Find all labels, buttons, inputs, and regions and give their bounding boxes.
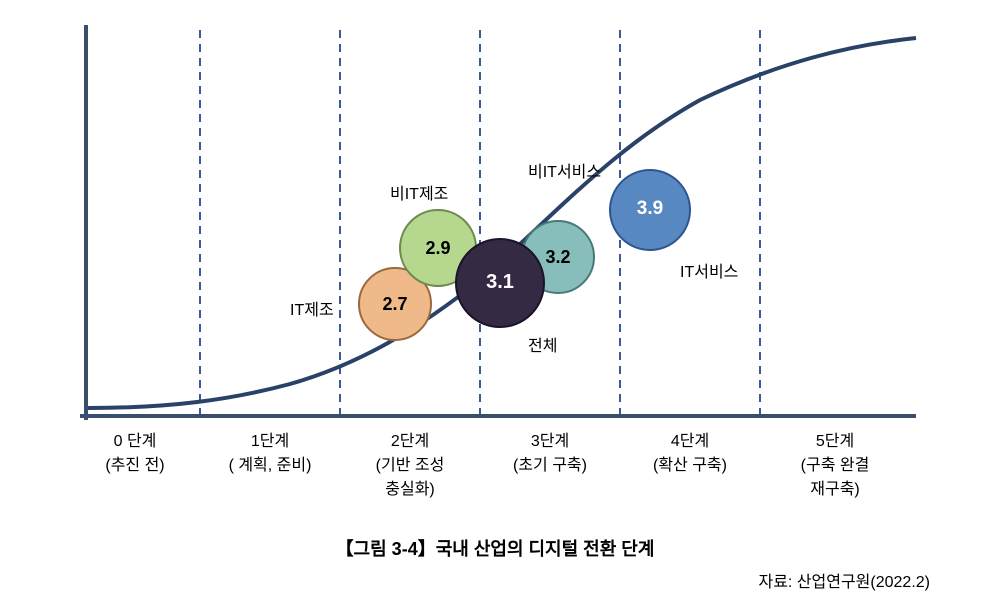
stage-4-title: 4단계	[620, 430, 760, 454]
stage-labels: 0 단계 (추진 전) 1단계 ( 계획, 준비) 2단계 (기반 조성 충실화…	[80, 430, 910, 520]
stage-0-title: 0 단계	[70, 430, 200, 454]
bubble-total	[456, 239, 544, 327]
stage-1: 1단계 ( 계획, 준비)	[200, 430, 340, 478]
stage-0: 0 단계 (추진 전)	[70, 430, 200, 478]
stage-3-title: 3단계	[480, 430, 620, 454]
stage-1-title: 1단계	[200, 430, 340, 454]
stage-4: 4단계 (확산 구축)	[620, 430, 760, 478]
label-it-manufacturing: IT제조	[290, 296, 334, 320]
stage-1-sub: ( 계획, 준비)	[200, 454, 340, 478]
figure-source: 자료: 산업연구원(2022.2)	[758, 568, 930, 592]
chart-container: 2.7 2.9 3.1 3.2 3.9 IT제조 비IT제조 전체 비IT서비스…	[0, 0, 990, 606]
stage-3: 3단계 (초기 구축)	[480, 430, 620, 478]
stage-2-title: 2단계	[340, 430, 480, 454]
stage-2-sub: (기반 조성 충실화)	[340, 454, 480, 502]
stage-5-sub: (구축 완결 재구축)	[760, 454, 910, 502]
stage-5: 5단계 (구축 완결 재구축)	[760, 430, 910, 502]
stage-5-title: 5단계	[760, 430, 910, 454]
growth-curve	[88, 38, 916, 408]
figure-caption: 【그림 3-4】국내 산업의 디지털 전환 단계	[0, 535, 990, 561]
stage-4-sub: (확산 구축)	[620, 454, 760, 478]
stage-0-sub: (추진 전)	[70, 454, 200, 478]
label-non-it-manufacturing: 비IT제조	[390, 180, 448, 204]
label-it-service: IT서비스	[680, 258, 738, 282]
label-total: 전체	[528, 332, 557, 356]
bubble-it-service	[610, 170, 690, 250]
stage-3-sub: (초기 구축)	[480, 454, 620, 478]
label-non-it-service: 비IT서비스	[528, 158, 601, 182]
stage-2: 2단계 (기반 조성 충실화)	[340, 430, 480, 502]
chart-svg	[80, 50, 910, 420]
plot-area: 2.7 2.9 3.1 3.2 3.9 IT제조 비IT제조 전체 비IT서비스…	[80, 50, 910, 420]
